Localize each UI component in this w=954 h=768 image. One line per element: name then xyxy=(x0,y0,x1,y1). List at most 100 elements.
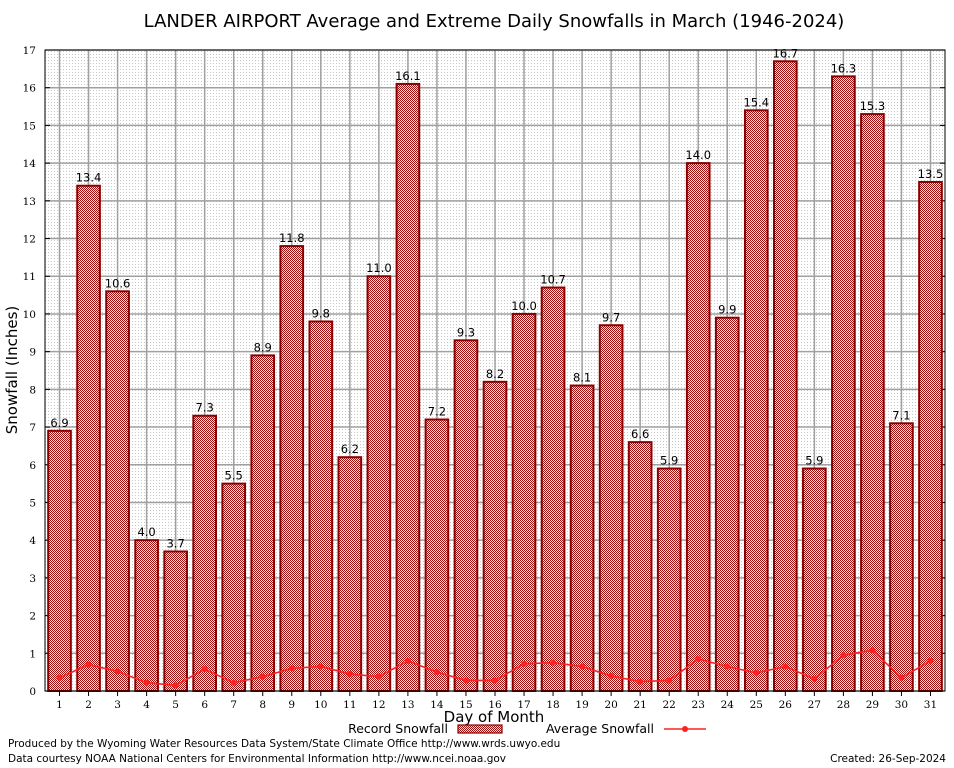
chart-title: LANDER AIRPORT Average and Extreme Daily… xyxy=(144,11,845,32)
average-point-day-10 xyxy=(317,663,324,670)
bar-value-label: 14.0 xyxy=(685,148,711,162)
average-point-day-7 xyxy=(230,679,237,686)
x-tick-label: 26 xyxy=(779,699,793,711)
record-bar-day-31 xyxy=(918,180,943,692)
average-point-day-27 xyxy=(811,675,818,682)
record-bar-day-12 xyxy=(366,275,392,692)
x-tick-label: 10 xyxy=(314,699,327,711)
record-bar-day-6 xyxy=(192,414,218,692)
x-tick-label: 30 xyxy=(895,699,908,711)
legend-average-marker xyxy=(682,726,688,732)
x-tick-label: 24 xyxy=(721,699,735,711)
average-line xyxy=(56,647,934,689)
record-bar-day-3 xyxy=(105,290,130,692)
x-tick-label: 12 xyxy=(372,699,385,711)
y-tick-label: 10 xyxy=(23,309,36,321)
average-point-day-12 xyxy=(375,673,382,680)
x-tick-label: 15 xyxy=(459,699,472,711)
bar-value-label: 7.2 xyxy=(428,405,446,419)
bar-value-label: 16.1 xyxy=(395,69,421,83)
x-tick-label: 19 xyxy=(575,699,588,711)
legend-average-label: Average Snowfall xyxy=(546,721,654,736)
average-point-day-28 xyxy=(840,652,847,659)
legend: Record Snowfall Average Snowfall xyxy=(348,721,706,736)
bar-value-label: 9.9 xyxy=(718,303,736,317)
y-tick-label: 12 xyxy=(23,234,36,246)
record-bar-day-11 xyxy=(337,456,363,693)
average-point-day-9 xyxy=(288,665,295,672)
average-point-day-26 xyxy=(782,663,789,670)
average-point-day-15 xyxy=(462,677,469,684)
y-tick-label: 2 xyxy=(29,611,36,623)
x-tick-label: 17 xyxy=(517,699,530,711)
record-bar-day-10 xyxy=(308,320,334,692)
bar-value-label: 3.7 xyxy=(166,536,184,550)
x-tick-label: 11 xyxy=(343,699,356,711)
average-point-day-20 xyxy=(608,672,615,679)
average-point-day-30 xyxy=(898,674,905,681)
average-point-day-23 xyxy=(695,655,702,662)
x-tick-label: 14 xyxy=(430,699,444,711)
average-point-day-14 xyxy=(433,669,440,676)
average-point-day-2 xyxy=(85,661,92,668)
record-bar-day-7 xyxy=(221,482,247,692)
x-tick-label: 1 xyxy=(56,699,63,711)
bar-value-label: 9.8 xyxy=(312,306,330,320)
legend-record-swatch xyxy=(457,724,503,734)
record-bar-day-2 xyxy=(76,184,101,692)
y-tick-label: 0 xyxy=(29,686,36,698)
average-point-day-11 xyxy=(346,671,353,678)
bar-value-label: 5.9 xyxy=(805,454,823,468)
record-bar-day-4 xyxy=(134,539,159,692)
average-point-day-22 xyxy=(666,677,673,684)
footer-data-courtesy: Data courtesy NOAA National Centers for … xyxy=(8,753,507,765)
record-bar-day-1 xyxy=(47,429,72,692)
y-tick-label: 16 xyxy=(23,83,37,95)
bar-value-label: 8.1 xyxy=(573,371,591,385)
x-tick-label: 18 xyxy=(546,699,559,711)
bar-value-label: 6.6 xyxy=(631,427,649,441)
average-point-day-21 xyxy=(637,678,644,685)
bar-value-label: 9.3 xyxy=(457,325,475,339)
bar-value-label: 8.9 xyxy=(254,340,272,354)
x-tick-label: 29 xyxy=(866,699,879,711)
average-point-day-5 xyxy=(172,682,179,689)
average-point-day-17 xyxy=(521,660,528,667)
record-bar-day-16 xyxy=(482,380,508,692)
bar-value-label: 8.2 xyxy=(486,367,504,381)
y-tick-label: 7 xyxy=(29,422,36,434)
record-bar-day-23 xyxy=(685,162,711,692)
record-bar-day-25 xyxy=(743,109,769,693)
average-point-day-31 xyxy=(927,657,934,664)
record-bar-day-24 xyxy=(714,316,740,692)
legend-record-label: Record Snowfall xyxy=(348,721,448,736)
record-bars xyxy=(47,60,943,693)
x-tick-label: 28 xyxy=(837,699,850,711)
y-tick-label: 14 xyxy=(23,158,37,170)
bar-value-label: 16.7 xyxy=(773,46,799,60)
y-tick-label: 13 xyxy=(23,196,36,208)
x-tick-label: 9 xyxy=(288,699,295,711)
x-tick-label: 25 xyxy=(750,699,763,711)
average-point-day-6 xyxy=(201,666,208,673)
x-tick-label: 4 xyxy=(143,699,150,711)
y-tick-label: 3 xyxy=(29,573,36,585)
x-tick-label: 16 xyxy=(488,699,502,711)
bar-value-label: 7.3 xyxy=(196,401,214,415)
record-bar-day-26 xyxy=(773,60,798,692)
x-tick-label: 2 xyxy=(85,699,92,711)
bar-value-label: 15.3 xyxy=(860,99,886,113)
y-axis-label: Snowfall (Inches) xyxy=(3,306,21,434)
y-tick-label: 8 xyxy=(29,384,36,396)
x-axis-ticks: 1 2 3 4 5 6 7 8 9 10 11 12 13 14 15 16 17 18 19 20 21 22 23 24 2… xyxy=(56,691,937,711)
bar-value-label: 13.4 xyxy=(76,171,102,185)
record-bar-day-29 xyxy=(860,113,885,693)
x-tick-label: 6 xyxy=(201,699,208,711)
x-tick-label: 22 xyxy=(663,699,676,711)
bar-value-label: 6.9 xyxy=(50,416,68,430)
y-tick-label: 6 xyxy=(29,460,36,472)
record-bar-day-8 xyxy=(250,354,276,692)
bar-value-label: 10.6 xyxy=(105,276,131,290)
record-bar-day-14 xyxy=(424,418,450,692)
